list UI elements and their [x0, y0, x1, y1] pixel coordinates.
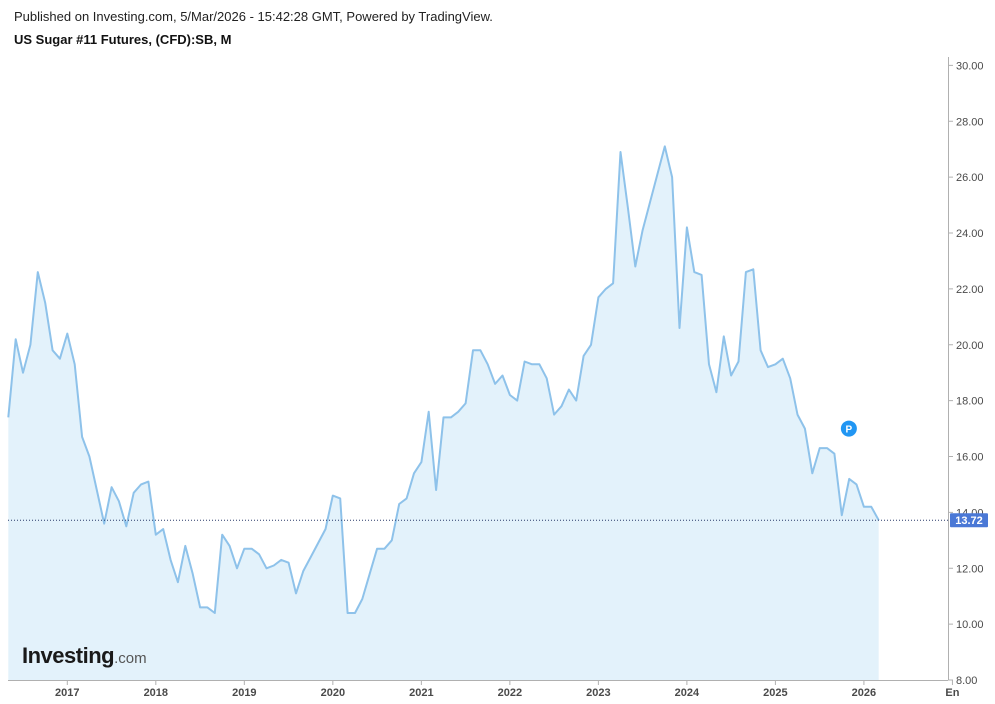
- event-marker-label: P: [846, 425, 853, 436]
- x-tick-label: 2017: [55, 687, 79, 699]
- x-tick-label: 2023: [586, 687, 610, 699]
- x-tick-label: En: [945, 687, 959, 699]
- investing-logo: Investing.com: [22, 643, 147, 669]
- x-tick-label: 2020: [321, 687, 345, 699]
- logo-wordmark: Investing: [22, 643, 115, 668]
- published-note: Published on Investing.com, 5/Mar/2026 -…: [14, 9, 493, 24]
- last-value-badge: [950, 513, 988, 528]
- y-tick-label: 26.00: [956, 172, 984, 184]
- x-tick-label: 2019: [232, 687, 256, 699]
- y-tick-label: 10.00: [956, 619, 984, 631]
- last-value-label: 13.72: [955, 515, 983, 527]
- chart-title: US Sugar #11 Futures, (CFD):SB, M: [14, 32, 232, 47]
- y-tick-label: 20.00: [956, 340, 984, 352]
- event-marker-icon[interactable]: [840, 420, 857, 437]
- x-tick-label: 2026: [852, 687, 876, 699]
- series-line: [7, 145, 880, 614]
- logo-suffix: .com: [114, 650, 147, 667]
- x-tick-label: 2018: [144, 687, 168, 699]
- x-tick-label: 2024: [675, 687, 700, 699]
- y-tick-label: 8.00: [956, 675, 977, 687]
- x-tick-label: 2022: [498, 687, 522, 699]
- y-tick-label: 12.00: [956, 563, 984, 575]
- y-tick-label: 30.00: [956, 60, 984, 72]
- y-tick-label: 16.00: [956, 452, 984, 464]
- y-tick-label: 22.00: [956, 284, 984, 296]
- y-tick-label: 28.00: [956, 116, 984, 128]
- y-tick-label: 24.00: [956, 228, 984, 240]
- x-tick-label: 2025: [763, 687, 787, 699]
- series-area: [8, 146, 879, 680]
- x-tick-label: 2021: [409, 687, 433, 699]
- y-tick-label: 18.00: [956, 396, 984, 408]
